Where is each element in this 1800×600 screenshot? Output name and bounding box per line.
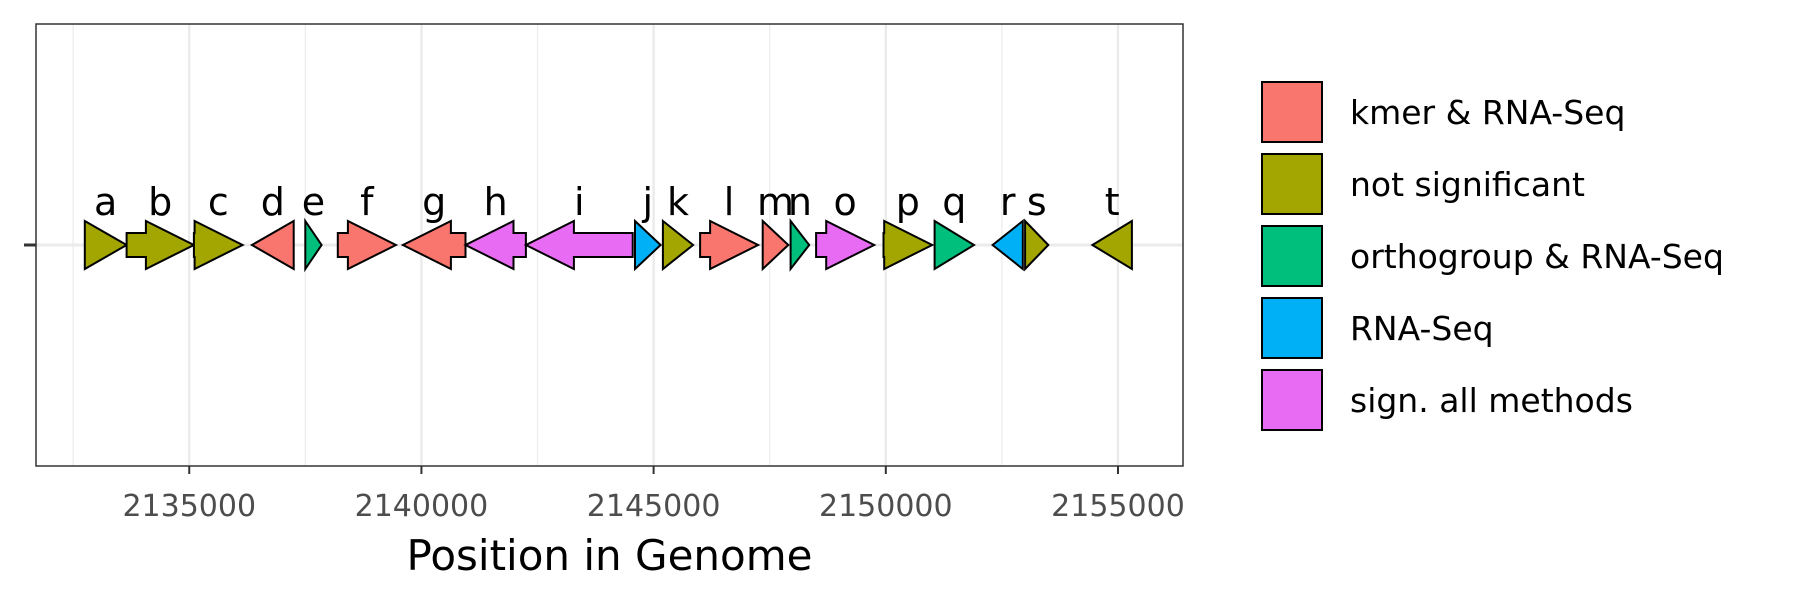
gene-arrows: a b c d e f g h i j k l mn o p q r s t <box>83 180 1133 273</box>
gene-e: e <box>302 180 325 273</box>
gene-o: o <box>815 180 877 271</box>
gene-d: d <box>249 180 295 271</box>
x-tick-label: 2155000 <box>1051 489 1185 524</box>
legend-item: not significant <box>1261 153 1585 215</box>
x-tick-label: 2150000 <box>819 489 953 524</box>
gene-arrow <box>882 219 935 271</box>
gene-a: a <box>83 180 129 271</box>
legend-label: kmer & RNA-Seq <box>1350 93 1625 132</box>
gene-arrow <box>789 218 811 272</box>
legend-label: orthogroup & RNA-Seq <box>1350 237 1724 276</box>
gene-label: h <box>484 180 508 224</box>
legend-item: kmer & RNA-Seq <box>1261 81 1625 143</box>
gene-arrow <box>699 219 761 271</box>
gene-s: s <box>1024 180 1050 272</box>
legend-swatch <box>1261 369 1323 431</box>
gene-label: m <box>757 180 794 224</box>
gene-label: t <box>1105 180 1120 224</box>
gene-h: h <box>463 180 527 271</box>
legend-label: RNA-Seq <box>1350 309 1494 348</box>
gene-arrow <box>1090 219 1133 271</box>
gene-c: c <box>192 180 245 271</box>
gene-g: g <box>400 180 467 271</box>
gene-label: e <box>302 180 325 224</box>
gene-arrow <box>125 219 197 271</box>
gene-label: j <box>642 180 654 224</box>
gene-arrow <box>304 217 323 273</box>
x-tick-label: 2135000 <box>122 489 256 524</box>
gene-arrow <box>933 219 976 271</box>
gene-label: r <box>1000 180 1016 224</box>
gene-label: f <box>360 180 375 224</box>
legend-item: sign. all methods <box>1261 369 1633 431</box>
gene-arrow <box>249 219 295 271</box>
legend-item: orthogroup & RNA-Seq <box>1261 225 1724 287</box>
gene-label: s <box>1027 180 1047 224</box>
gene-arrow <box>83 219 129 271</box>
gene-arrow <box>523 219 634 271</box>
x-tick-label: 2145000 <box>587 489 721 524</box>
gene-j: j <box>634 180 663 272</box>
legend-swatch <box>1261 225 1323 287</box>
gene-arrow <box>1024 218 1050 272</box>
legend-swatch <box>1261 297 1323 359</box>
gene-label: a <box>94 180 117 224</box>
gene-r: r <box>990 180 1024 272</box>
legend: kmer & RNA-Seq not significant orthogroup … <box>1261 81 1724 431</box>
gene-arrow <box>463 219 527 271</box>
x-axis: 2135000 2140000 2145000 2150000 2155000 <box>24 243 1185 524</box>
gene-label: n <box>788 180 812 224</box>
x-tick-label: 2140000 <box>355 489 489 524</box>
gene-label: c <box>208 180 229 224</box>
gene-label: i <box>574 180 585 224</box>
gene-l: l <box>699 180 761 271</box>
gene-arrow <box>192 219 245 271</box>
gene-arrow <box>400 219 467 271</box>
gene-i: i <box>523 180 634 271</box>
gene-arrow <box>815 219 877 271</box>
gene-p: p <box>882 180 935 271</box>
gene-arrow <box>634 218 663 272</box>
legend-label: sign. all methods <box>1350 381 1633 420</box>
gene-q: q <box>933 180 976 271</box>
gene-m: m <box>757 180 794 272</box>
gene-n: n <box>788 180 812 272</box>
gene-label: q <box>942 180 966 224</box>
gene-arrow <box>761 218 790 272</box>
gene-label: b <box>148 180 172 224</box>
x-axis-title: Position in Genome <box>407 531 813 580</box>
gene-f: f <box>336 180 399 271</box>
gene-arrow <box>990 218 1024 272</box>
gene-label: o <box>834 180 857 224</box>
gene-label: p <box>896 180 920 224</box>
gene-arrow <box>336 219 399 271</box>
gene-b: b <box>125 180 197 271</box>
gene-t: t <box>1090 180 1133 271</box>
gene-label: l <box>724 180 735 224</box>
legend-label: not significant <box>1350 165 1585 204</box>
legend-item: RNA-Seq <box>1261 297 1494 359</box>
legend-swatch <box>1261 153 1323 215</box>
legend-swatch <box>1261 81 1323 143</box>
gene-label: d <box>261 180 285 224</box>
gene-label: k <box>667 180 689 224</box>
gene-label: g <box>422 180 446 224</box>
gene-arrow <box>661 218 695 272</box>
gene-k: k <box>661 180 695 272</box>
